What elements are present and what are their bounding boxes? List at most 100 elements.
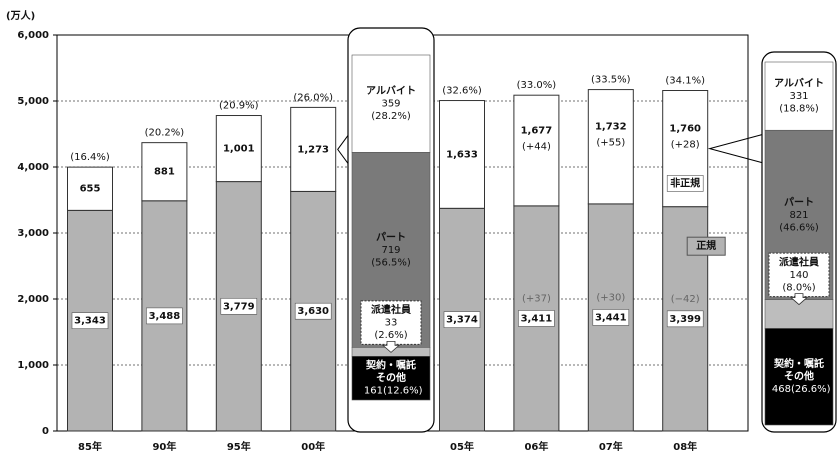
x-tick-label: 00年	[301, 440, 325, 453]
y-tick-label: 0	[42, 426, 49, 437]
value-label: 1,677	[521, 126, 553, 137]
share-label: (33.5%)	[591, 75, 631, 86]
share-label: (20.2%)	[145, 128, 185, 139]
bar-segment	[513, 94, 560, 207]
value-label-box	[71, 312, 109, 329]
value-label: 3,411	[521, 313, 553, 324]
share-label: (20.9%)	[219, 101, 259, 112]
breakdown-segment	[764, 328, 834, 426]
value-label: 3,374	[446, 315, 478, 326]
value-label-box	[294, 302, 332, 320]
breakdown-share: (56.5%)	[371, 257, 411, 268]
x-tick-label: 85年	[78, 440, 102, 453]
breakdown-share: (28.2%)	[371, 111, 411, 122]
y-tick-label: 1,000	[17, 360, 49, 371]
bar-segment	[587, 89, 634, 205]
legend-label: 非正規	[670, 176, 700, 189]
breakdown-value: 33	[385, 318, 398, 329]
breakdown-value: 719	[381, 245, 400, 256]
value-label-box	[592, 309, 630, 326]
breakdown-name: 契約・嘱託	[366, 359, 416, 372]
breakdown-name: パート	[376, 231, 406, 243]
breakdown-segment	[351, 54, 431, 153]
bar-segment	[215, 115, 262, 183]
value-label: 3,441	[595, 312, 627, 323]
y-unit: (万人)	[6, 9, 35, 22]
value-label: 1,273	[297, 144, 329, 155]
breakdown-label-box	[768, 252, 830, 298]
breakdown-value: 468	[772, 384, 791, 395]
breakdown-segment	[351, 356, 431, 401]
breakdown-name: 派遣社員	[371, 303, 411, 316]
share-label: (16.4%)	[70, 152, 110, 163]
value-label: 3,488	[149, 311, 181, 322]
value-label: 1,001	[223, 144, 255, 155]
bar-segment	[439, 100, 485, 209]
breakdown-value: 161	[364, 386, 383, 397]
x-tick-label: 90年	[152, 440, 176, 453]
legend-label-box	[666, 175, 704, 192]
y-tick-label: 6,000	[17, 30, 49, 41]
breakdown-name: アルバイト	[774, 78, 824, 90]
breakdown-share: (18.8%)	[779, 104, 819, 115]
change-label: (+37)	[522, 293, 551, 304]
value-label: 3,630	[297, 306, 329, 317]
breakdown-value: 331	[789, 91, 808, 102]
breakdown-segment	[764, 61, 834, 131]
breakdown-name: 契約・嘱託	[774, 357, 824, 370]
arrow	[381, 340, 401, 353]
breakdown-share: (2.6%)	[374, 330, 407, 341]
breakdown-name: パート	[784, 196, 814, 208]
value-label: 1,633	[446, 149, 478, 160]
y-tick-label: 4,000	[17, 162, 49, 173]
value-label-box	[518, 310, 555, 327]
breakdown-name: その他	[376, 371, 406, 384]
legend-box	[686, 236, 726, 256]
change-label: (+30)	[596, 292, 625, 303]
value-label: 3,343	[74, 316, 106, 327]
breakdown-value: 821	[789, 210, 808, 221]
x-tick-label: 95年	[227, 440, 251, 453]
change-label: (+28)	[671, 140, 700, 151]
breakdown-share: (26.6%)	[791, 384, 831, 395]
breakdown-value: 359	[381, 99, 400, 110]
connector	[707, 134, 763, 164]
change-label: (−42)	[671, 294, 700, 305]
x-tick-label: 06年	[524, 440, 548, 453]
x-tick-label: 05年	[450, 440, 474, 453]
change-label: (+55)	[596, 138, 625, 149]
value-label-box	[666, 310, 704, 328]
x-tick-label: 07年	[599, 440, 623, 453]
value-label: 3,779	[223, 301, 255, 312]
bar-segment	[290, 106, 337, 192]
breakdown-value: 140	[789, 270, 808, 281]
value-label: 3,399	[669, 314, 701, 325]
change-label: (+44)	[522, 142, 551, 153]
y-tick-label: 2,000	[17, 294, 49, 305]
y-tick-label: 5,000	[17, 96, 49, 107]
value-label: 1,760	[669, 124, 701, 135]
value-label: 881	[154, 167, 175, 178]
value-label-box	[443, 311, 481, 328]
value-label: 655	[80, 184, 101, 195]
value-label-box	[146, 307, 183, 325]
breakdown-share: (12.6%)	[383, 386, 423, 397]
value-label: 1,732	[595, 122, 627, 133]
arrow	[789, 293, 809, 306]
share-label: (26.0%)	[293, 92, 333, 103]
breakdown-share: (8.0%)	[782, 282, 815, 293]
breakdown-name: アルバイト	[366, 85, 416, 97]
share-label: (34.1%)	[665, 76, 705, 87]
breakdown-name: その他	[784, 370, 814, 383]
breakdown-share: (46.6%)	[779, 222, 819, 233]
bar-segment	[67, 166, 113, 211]
breakdown-name: 派遣社員	[779, 255, 819, 268]
share-label: (32.6%)	[442, 86, 482, 97]
x-tick-label: 08年	[673, 440, 697, 453]
value-label-box	[220, 297, 258, 315]
legend-label: 正規	[696, 239, 716, 252]
bar-segment	[141, 142, 188, 202]
share-label: (33.0%)	[517, 80, 557, 91]
connector	[337, 135, 349, 164]
